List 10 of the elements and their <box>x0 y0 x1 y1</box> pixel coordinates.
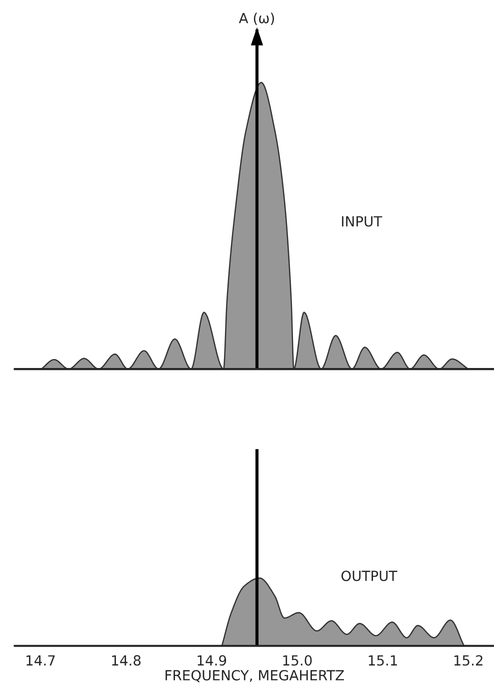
x-tick-label: 14.7 <box>26 655 55 666</box>
x-axis-title: FREQUENCY, MEGAHERTZ <box>166 670 344 682</box>
annotation: INPUT <box>342 216 382 227</box>
annotation: OUTPUT <box>341 570 398 582</box>
x-tick-label: 15.0 <box>283 655 312 666</box>
ref-line-label: A (ω) <box>238 12 274 25</box>
x-tick-label: 14.8 <box>112 655 141 666</box>
x-tick-label: 15.1 <box>368 655 397 666</box>
x-tick-label: 14.9 <box>198 655 226 666</box>
x-tick-label: 15.2 <box>454 655 482 666</box>
